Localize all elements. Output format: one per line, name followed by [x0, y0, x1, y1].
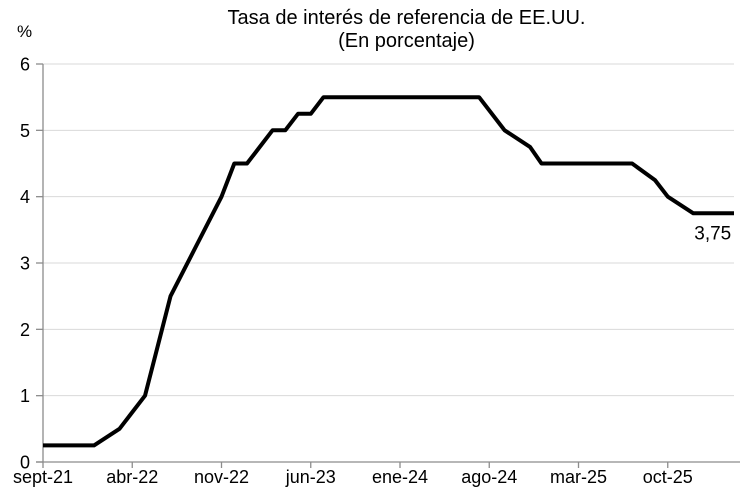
y-tick-label: 5: [20, 121, 30, 141]
y-tick-label: 2: [20, 320, 30, 340]
chart-title-line1: Tasa de interés de referencia de EE.UU.: [227, 7, 586, 29]
x-tick-label: abr-22: [106, 467, 158, 487]
y-tick-label: 0: [20, 453, 30, 473]
y-tick-label: 3: [20, 254, 30, 274]
y-tick-label: 1: [20, 386, 30, 406]
x-tick-label: ene-24: [372, 467, 428, 487]
y-tick-label: 4: [20, 187, 30, 207]
last-value-label: 3,75: [694, 223, 731, 244]
chart-title: Tasa de interés de referencia de EE.UU. …: [70, 7, 743, 53]
x-tick-label: nov-22: [194, 467, 249, 487]
x-tick-label: sept-21: [13, 467, 73, 487]
x-tick-label: ago-24: [461, 467, 517, 487]
x-tick-label: jun-23: [285, 467, 336, 487]
x-tick-label: mar-25: [550, 467, 607, 487]
rate-line: [43, 95, 734, 448]
y-tick-label: 6: [20, 55, 30, 75]
y-axis-unit-label: %: [17, 22, 33, 41]
chart-title-line2: (En porcentaje): [338, 30, 475, 52]
x-tick-label: oct-25: [643, 467, 693, 487]
